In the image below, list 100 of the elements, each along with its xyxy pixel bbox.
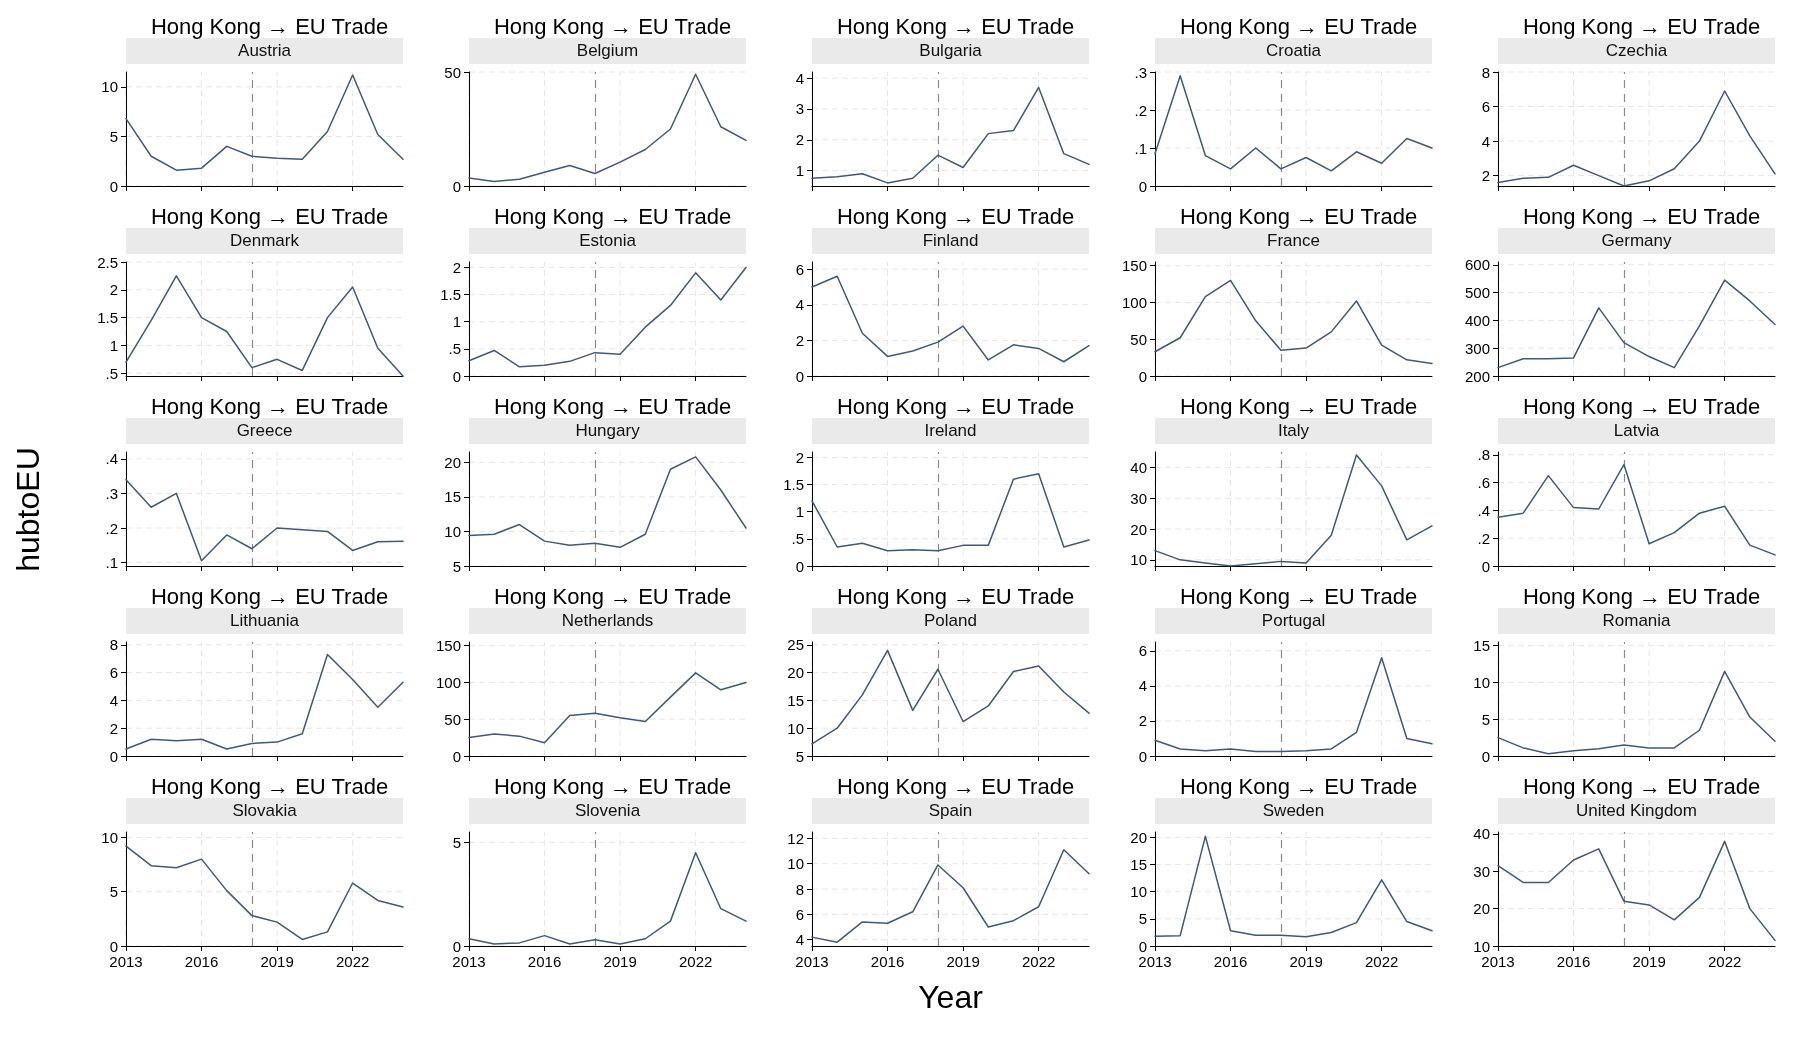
chart-title: Hong Kong → EU Trade [1522, 203, 1761, 229]
y-tick-label: 40 [1130, 458, 1147, 476]
y-tick-label: 40 [1473, 825, 1490, 843]
y-tick-label: 0 [109, 747, 118, 765]
line-series [1154, 75, 1433, 172]
x-tick-label: 2016 [870, 953, 905, 970]
x-tick-label: 2013 [795, 953, 829, 970]
y-tick-label: .1 [105, 554, 118, 572]
y-tick-label: 2 [795, 448, 804, 466]
y-tick-label: 2 [795, 131, 804, 149]
chart-subtitle: Bulgaria [919, 41, 983, 60]
line-series [468, 456, 747, 549]
y-tick-label: 5 [795, 747, 804, 765]
y-tick-label: 0 [452, 367, 461, 385]
chart-subtitle: Netherlands [561, 611, 654, 630]
chart-title: Hong Kong → EU Trade [1522, 393, 1761, 419]
y-tick-label: 2.5 [97, 253, 118, 271]
y-tick-label: 50 [444, 63, 461, 81]
y-tick-label: 12 [787, 829, 804, 847]
y-tick-label: 1 [452, 313, 461, 331]
y-tick-label: 8 [109, 636, 118, 654]
y-tick-label: 100 [435, 673, 461, 691]
y-tick-label: 6 [1481, 98, 1490, 116]
x-tick-label: 2019 [603, 953, 637, 970]
line-series [1497, 279, 1776, 369]
line-series [125, 845, 404, 941]
y-tick-label: 0 [1481, 557, 1490, 575]
x-tick-label: 2019 [1289, 953, 1323, 970]
x-tick-label: 2019 [946, 953, 980, 970]
y-tick-label: 4 [1138, 677, 1147, 695]
chart-title: Hong Kong → EU Trade [493, 393, 732, 419]
line-series [1154, 835, 1433, 938]
line-series [1154, 279, 1433, 365]
chart-title: Hong Kong → EU Trade [836, 773, 1075, 799]
line-series [1154, 657, 1433, 753]
x-tick-label: 2016 [527, 953, 562, 970]
y-tick-label: 0 [1138, 367, 1147, 385]
y-tick-label: 150 [435, 637, 461, 655]
y-tick-label: 5 [109, 883, 118, 901]
x-tick-label: 2019 [1632, 953, 1666, 970]
y-tick-label: .2 [105, 519, 118, 537]
y-tick-label: 0 [1138, 177, 1147, 195]
y-tick-label: 0 [1138, 747, 1147, 765]
y-tick-label: 30 [1473, 862, 1490, 880]
chart-subtitle: Lithuania [229, 611, 300, 630]
y-tick-label: 4 [795, 296, 804, 314]
y-tick-label: .1 [1134, 139, 1147, 157]
chart-subtitle: Greece [236, 421, 293, 440]
chart-subtitle: Czechia [1605, 41, 1668, 60]
chart-title: Hong Kong → EU Trade [493, 203, 732, 229]
line-series [811, 848, 1090, 943]
y-tick-label: 10 [1130, 551, 1147, 569]
y-tick-label: .5 [105, 364, 118, 382]
y-tick-label: 20 [1130, 520, 1147, 538]
x-tick-label: 2022 [1021, 953, 1056, 970]
y-tick-label: .5 [448, 340, 461, 358]
y-tick-label: 5 [109, 127, 118, 145]
y-tick-label: 1 [109, 336, 118, 354]
line-series [125, 653, 404, 750]
chart-subtitle: Slovenia [574, 801, 641, 820]
y-tick-label: 10 [787, 719, 804, 737]
chart-subtitle: Hungary [575, 421, 641, 440]
chart-title: Hong Kong → EU Trade [1179, 583, 1418, 609]
y-tick-label: 30 [1130, 489, 1147, 507]
y-tick-label: 6 [795, 905, 804, 923]
chart-title: Hong Kong → EU Trade [836, 13, 1075, 39]
chart-title: Hong Kong → EU Trade [1179, 13, 1418, 39]
x-axis-title: Year [917, 979, 984, 1016]
chart-title: Hong Kong → EU Trade [150, 583, 389, 609]
y-tick-label: 5 [452, 833, 461, 851]
x-tick-label: 2016 [1213, 953, 1248, 970]
y-tick-label: .6 [1477, 474, 1490, 492]
y-tick-label: 5 [452, 557, 461, 575]
x-tick-label: 2016 [184, 953, 219, 970]
chart-title: Hong Kong → EU Trade [150, 393, 389, 419]
y-tick-label: 0 [452, 937, 461, 955]
y-tick-label: .2 [1134, 101, 1147, 119]
y-tick-label: 10 [101, 828, 118, 846]
y-tick-label: 4 [109, 691, 118, 709]
chart-subtitle: Austria [238, 41, 292, 60]
chart-title: Hong Kong → EU Trade [493, 773, 732, 799]
y-tick-label: 20 [1473, 900, 1490, 918]
y-tick-label: 1.5 [783, 476, 804, 494]
y-tick-label: 150 [1121, 257, 1147, 275]
y-tick-label: 600 [1464, 256, 1490, 274]
chart-title: Hong Kong → EU Trade [150, 773, 389, 799]
line-series [1497, 463, 1776, 556]
chart-subtitle: Belgium [576, 41, 639, 60]
y-tick-label: .4 [105, 450, 118, 468]
x-tick-label: 2022 [1707, 953, 1742, 970]
chart-subtitle: Spain [928, 801, 973, 820]
chart-subtitle: Croatia [1266, 41, 1322, 60]
y-tick-label: 25 [787, 636, 804, 654]
line-series [125, 478, 404, 562]
y-tick-label: 1.5 [97, 309, 118, 327]
y-tick-label: 4 [795, 931, 804, 949]
y-tick-label: .3 [1134, 63, 1147, 81]
y-tick-label: 2 [452, 258, 461, 276]
y-tick-label: .8 [1477, 446, 1490, 464]
chart-title: Hong Kong → EU Trade [836, 393, 1075, 419]
